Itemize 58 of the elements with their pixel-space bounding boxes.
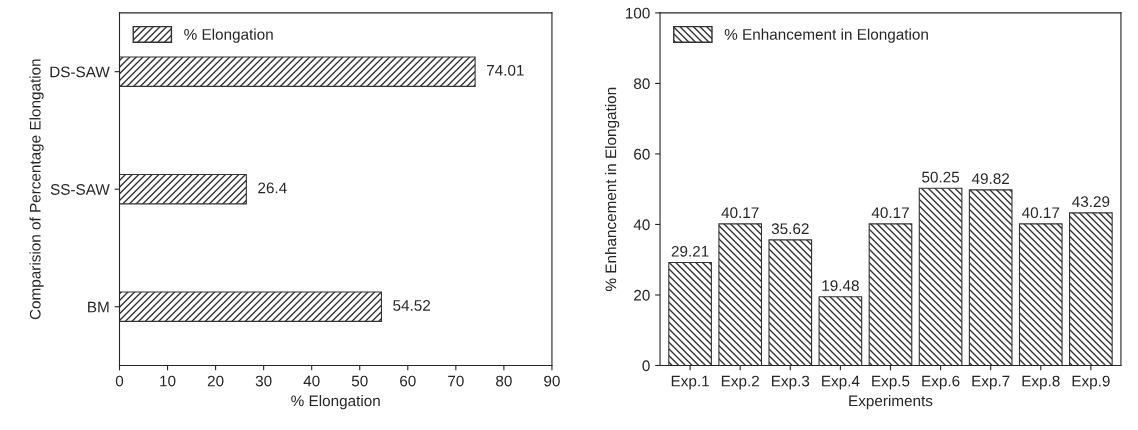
x-tick-label: Exp.1 <box>671 375 709 390</box>
x-axis-title: % Elongation <box>291 395 380 410</box>
bar <box>1069 212 1113 366</box>
y-axis-title: % Enhancement in Elongation <box>605 87 620 291</box>
data-label: 26.4 <box>258 182 287 194</box>
bar <box>768 239 813 366</box>
data-label: 50.25 <box>922 171 960 183</box>
x-tick-label: Exp.8 <box>1022 375 1060 390</box>
data-label: 35.62 <box>771 223 809 235</box>
bar <box>1018 223 1063 366</box>
x-tick-label: 80 <box>496 375 512 387</box>
bar <box>968 189 1013 366</box>
bar <box>119 291 383 322</box>
y-tick-label: DS-SAW <box>50 66 110 78</box>
x-tick-label: Exp.7 <box>972 375 1010 390</box>
bar <box>918 187 963 366</box>
bar <box>119 56 476 87</box>
x-tick-label: Exp.2 <box>721 375 759 390</box>
x-tick-label: 50 <box>351 375 368 387</box>
legend-label: % Elongation <box>184 28 273 43</box>
x-tick-label: 60 <box>400 375 416 387</box>
y-tick-label: BM <box>88 301 109 313</box>
x-tick-label: 70 <box>448 375 464 387</box>
bar <box>668 261 712 366</box>
y-tick-label: 20 <box>634 289 650 301</box>
y-tick-label: 40 <box>633 219 650 231</box>
bar <box>718 223 763 366</box>
data-label: 40.17 <box>1022 207 1060 219</box>
x-tick-label: 0 <box>115 375 124 387</box>
x-tick-label: Exp.3 <box>772 375 810 390</box>
data-label: 74.01 <box>486 64 524 76</box>
x-axis-title: Experiments <box>849 395 933 410</box>
data-label: 40.17 <box>721 207 759 219</box>
data-label: 40.17 <box>871 207 909 219</box>
data-label: 43.29 <box>1072 196 1110 208</box>
y-axis-title: Comparision of Percentage Elongation <box>29 59 44 320</box>
y-tick-label: 60 <box>634 148 650 160</box>
data-label: 19.48 <box>822 280 859 292</box>
x-tick-label: Exp.5 <box>872 375 910 390</box>
legend-label: % Enhancement in Elongation <box>724 28 928 43</box>
data-label: 49.82 <box>971 173 1010 185</box>
bar <box>818 296 863 366</box>
x-tick-label: 40 <box>303 375 320 387</box>
bar <box>119 173 247 205</box>
y-tick-label: 100 <box>626 7 650 19</box>
y-tick-label: 80 <box>633 78 650 90</box>
x-tick-label: 10 <box>160 375 176 387</box>
x-tick-label: Exp.4 <box>822 375 860 390</box>
y-tick-label: SS-SAW <box>50 184 110 195</box>
x-tick-label: Exp.6 <box>922 375 960 390</box>
x-tick-label: 20 <box>207 375 224 387</box>
data-label: 29.21 <box>671 245 709 257</box>
y-tick-label: 0 <box>642 360 650 372</box>
data-label: 54.52 <box>393 300 431 311</box>
x-tick-label: 30 <box>255 375 272 387</box>
x-tick-label: 90 <box>544 375 560 387</box>
x-tick-label: Exp.9 <box>1072 375 1110 390</box>
bar <box>868 223 913 366</box>
